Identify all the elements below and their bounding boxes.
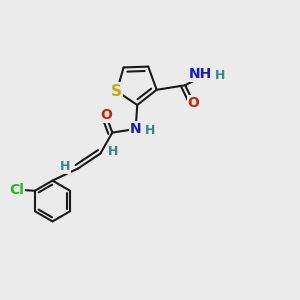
Text: S: S <box>111 84 122 99</box>
Text: NH: NH <box>189 68 212 82</box>
Text: O: O <box>100 108 112 122</box>
Text: Cl: Cl <box>9 183 24 196</box>
Text: H: H <box>108 145 119 158</box>
Text: O: O <box>188 96 200 110</box>
Text: H: H <box>145 124 156 137</box>
Text: N: N <box>130 122 142 136</box>
Text: H: H <box>214 69 225 82</box>
Text: H: H <box>60 160 70 173</box>
